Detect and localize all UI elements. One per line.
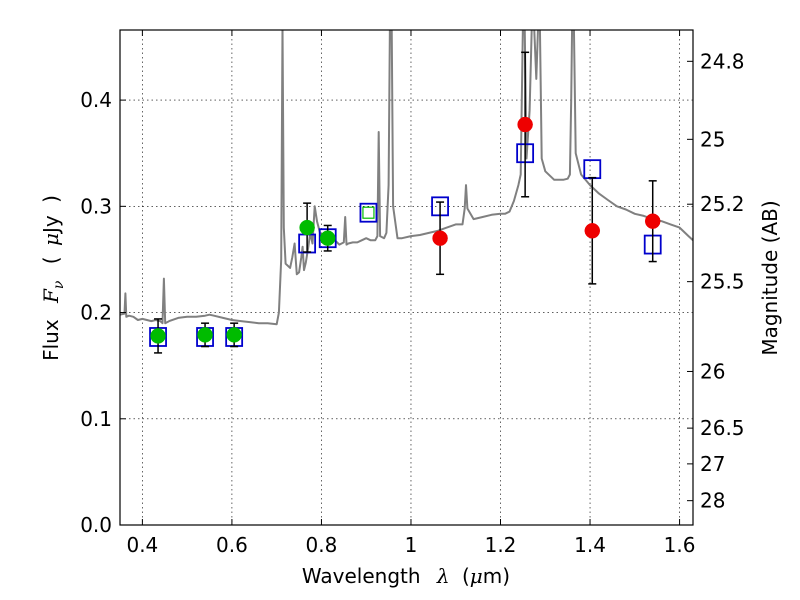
x-axis-label-open: ( <box>462 564 470 588</box>
x-axis-label-unit: m) <box>483 564 510 588</box>
plot-frame <box>119 29 694 526</box>
nir-observed-point <box>644 213 661 229</box>
y-tick-label: 0.1 <box>80 407 112 431</box>
x-axis-label-text: Wavelength <box>302 564 421 588</box>
magnitude-tick-label: 25 <box>700 127 725 151</box>
x-axis-label-mu: μ <box>470 564 483 588</box>
plot-data <box>120 30 693 354</box>
x-tick-label: 0.6 <box>216 533 248 557</box>
magnitude-tick-label: 24.8 <box>700 49 745 73</box>
magnitude-tick-label: 25.5 <box>700 270 745 294</box>
magnitude-tick-label: 28 <box>700 489 725 513</box>
x-axis-label: Wavelength λ (μm) <box>302 564 510 588</box>
x-tick-label: 0.4 <box>126 533 158 557</box>
y-axis-label-symbol: F <box>39 288 63 304</box>
y-axis-label: Flux Fν ( μJy ) <box>39 195 68 361</box>
y-tick-label: 0.0 <box>80 513 112 537</box>
y-axis-label-text: Flux <box>39 319 63 361</box>
y-axis-label-unit: Jy <box>39 215 63 235</box>
nir-observed-point <box>432 230 448 246</box>
x-tick-label: 1 <box>405 533 418 557</box>
y-tick-label: 0.2 <box>80 301 112 325</box>
optical-observed-point <box>197 327 213 343</box>
magnitude-tick-label: 26 <box>700 359 725 383</box>
y-axis-label-subscript: ν <box>51 280 67 289</box>
x-tick-label: 1.2 <box>485 533 517 557</box>
magnitude-tick-label: 27 <box>700 452 725 476</box>
nir-observed-point <box>584 223 601 239</box>
y-axis-label-mu: μ <box>39 233 63 246</box>
x-tick-label: 0.8 <box>306 533 338 557</box>
y-tick-label: 0.4 <box>80 88 112 112</box>
model-photometry-square <box>583 159 602 180</box>
y-axis-label-open: ( <box>39 256 63 264</box>
magnitude-tick-label: 26.5 <box>700 416 745 440</box>
x-tick-label: 1.6 <box>664 533 696 557</box>
optical-observed-point <box>319 230 336 246</box>
y-axis-label-close: ) <box>39 195 63 203</box>
axis-ticks: 0.4 0.6 0.8 1 1.2 1.4 1.6 0.0 0.1 0.2 0.3 0.4 24.8 25… <box>80 30 745 557</box>
nir-observed-point <box>517 116 533 133</box>
x-axis-label-symbol: λ <box>436 564 450 588</box>
model-photometry-square <box>359 202 378 223</box>
spectrum-line <box>120 30 693 326</box>
optical-observed-point <box>226 327 242 343</box>
optical-upper-square <box>362 206 375 219</box>
optical-observed-point <box>150 328 166 344</box>
optical-observed-point <box>299 219 315 236</box>
magnitude-tick-label: 25.2 <box>700 192 745 216</box>
y-tick-label: 0.3 <box>80 194 112 218</box>
grid <box>120 30 693 526</box>
magnitude-axis-label: Magnitude (AB) <box>758 200 782 355</box>
x-tick-label: 1.4 <box>574 533 606 557</box>
plot-border <box>119 29 694 526</box>
